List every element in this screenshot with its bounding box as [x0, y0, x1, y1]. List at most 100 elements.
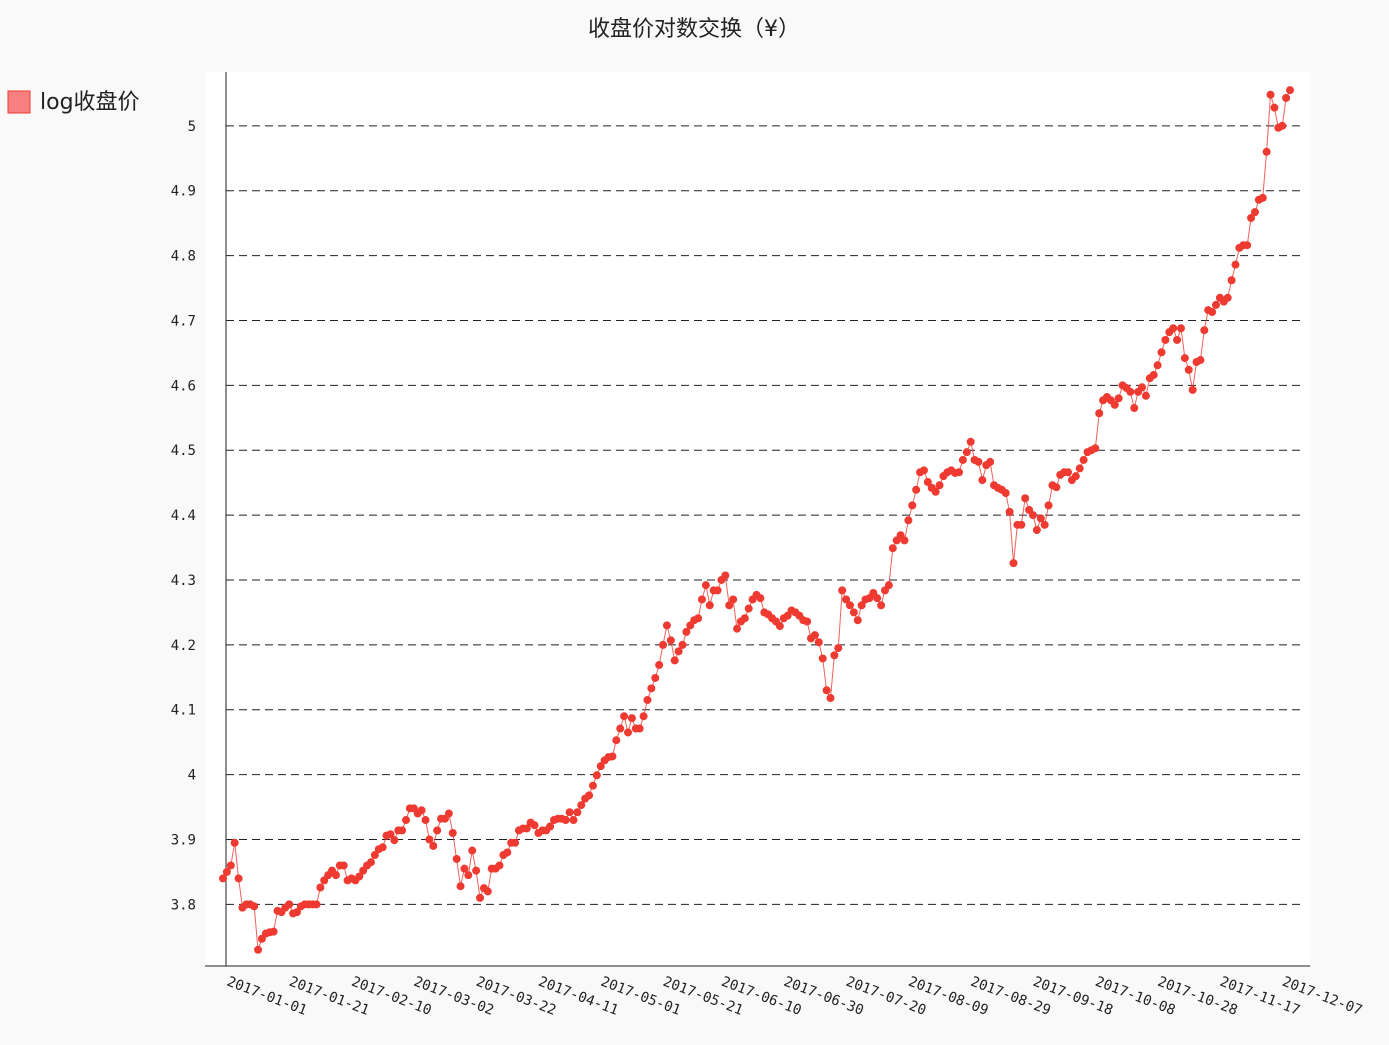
point: [592, 771, 601, 780]
point: [222, 867, 231, 876]
point: [1005, 507, 1014, 516]
point: [623, 728, 632, 737]
point: [713, 586, 722, 595]
point: [269, 927, 278, 936]
point: [433, 826, 442, 835]
point: [1208, 308, 1217, 317]
point: [219, 874, 227, 883]
point: [651, 673, 660, 682]
point: [627, 714, 636, 723]
point: [339, 861, 348, 870]
point: [931, 487, 940, 496]
point: [1001, 489, 1010, 498]
point: [830, 651, 839, 660]
point: [853, 616, 862, 625]
point: [503, 848, 512, 857]
y-tick-label: 4.8: [171, 249, 196, 265]
point: [230, 838, 239, 847]
point: [1227, 276, 1236, 285]
point: [464, 871, 473, 880]
point: [919, 466, 928, 475]
point: [495, 861, 504, 870]
y-tick-label: 4.7: [171, 313, 196, 329]
point: [923, 478, 932, 487]
point: [877, 601, 886, 610]
point: [546, 822, 555, 831]
point: [355, 872, 364, 881]
point: [1231, 260, 1240, 269]
point: [655, 660, 664, 669]
point: [1114, 394, 1123, 403]
point: [1009, 559, 1018, 568]
point: [444, 809, 453, 818]
chart-title: 收盘价对数交换（¥）: [588, 17, 800, 42]
point: [1176, 324, 1185, 333]
point: [561, 816, 570, 825]
point: [826, 694, 835, 703]
point: [697, 595, 706, 604]
point: [1262, 147, 1271, 156]
point: [810, 631, 819, 640]
point: [616, 724, 625, 733]
point: [425, 835, 434, 844]
point: [1021, 494, 1030, 503]
point: [421, 816, 430, 825]
point: [1243, 241, 1252, 250]
point: [857, 601, 866, 610]
point: [1266, 90, 1275, 99]
point: [588, 781, 597, 790]
point: [733, 624, 742, 633]
plot-area: [205, 72, 1310, 966]
point: [962, 448, 971, 457]
point: [1017, 520, 1026, 529]
point: [565, 808, 574, 817]
point: [740, 614, 749, 623]
point: [1095, 409, 1104, 418]
point: [705, 601, 714, 610]
point: [966, 437, 975, 446]
point: [254, 945, 263, 954]
point: [1071, 472, 1080, 481]
point: [888, 544, 897, 553]
point: [1250, 208, 1259, 217]
point: [1161, 335, 1170, 344]
point: [1196, 356, 1205, 365]
point: [1180, 354, 1189, 363]
point: [1044, 501, 1053, 510]
point: [873, 594, 882, 603]
point: [1286, 86, 1294, 95]
point: [250, 902, 259, 911]
y-tick-label: 4.1: [171, 703, 196, 719]
point: [1149, 370, 1158, 379]
point: [1075, 464, 1084, 473]
point: [1258, 193, 1267, 202]
point: [1173, 335, 1182, 344]
legend-label: log收盘价: [40, 90, 140, 115]
point: [721, 571, 730, 580]
point: [974, 457, 983, 466]
point: [1278, 121, 1287, 130]
y-tick-label: 4.4: [171, 508, 196, 524]
point: [1028, 511, 1037, 520]
point: [1212, 300, 1221, 309]
point: [1200, 326, 1209, 335]
point: [429, 841, 438, 850]
point: [822, 686, 831, 695]
point: [908, 501, 917, 510]
point: [659, 640, 668, 649]
point: [635, 724, 644, 733]
point: [390, 836, 399, 845]
point: [366, 858, 375, 867]
point: [729, 595, 738, 604]
point: [226, 861, 235, 870]
point: [1184, 365, 1193, 374]
point: [1157, 348, 1166, 357]
point: [1141, 391, 1150, 400]
point: [834, 644, 843, 653]
point: [694, 614, 703, 623]
point: [1153, 361, 1162, 370]
y-tick-label: 4.6: [171, 378, 196, 394]
point: [452, 854, 461, 863]
point: [670, 656, 679, 665]
